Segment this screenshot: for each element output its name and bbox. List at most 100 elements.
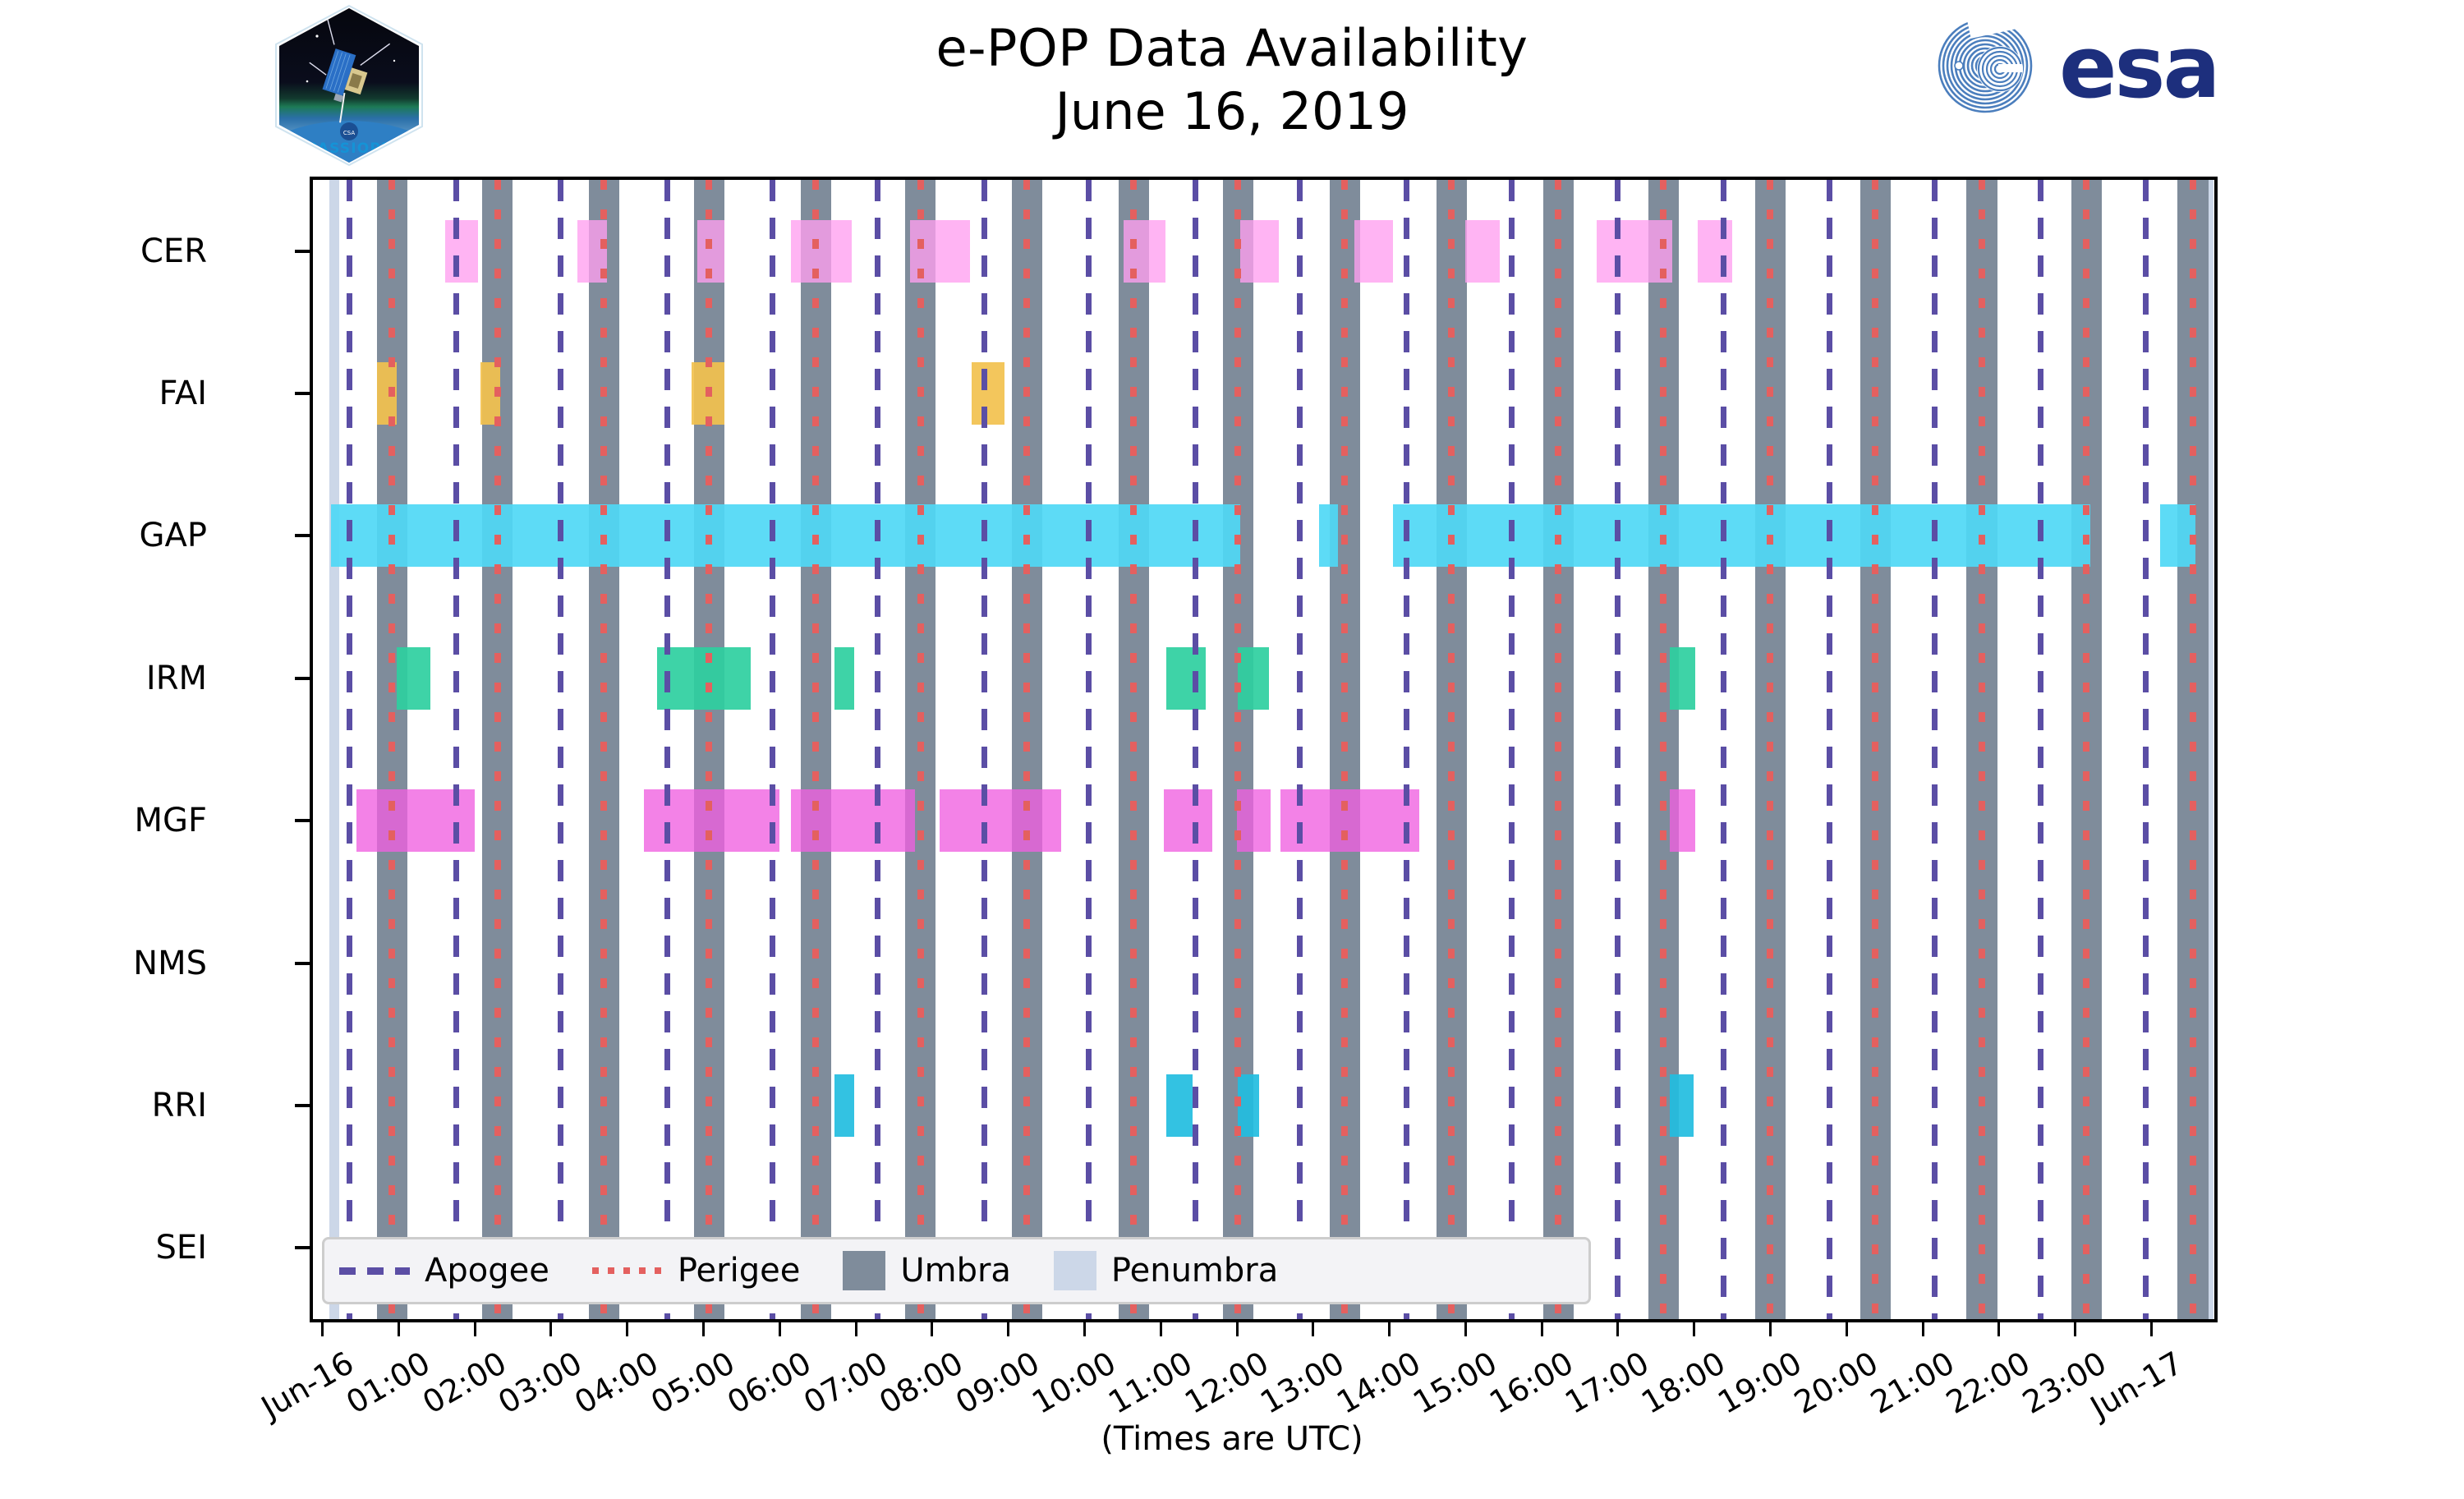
- svg-text:esa: esa: [2059, 17, 2218, 117]
- legend-label-perigee: Perigee: [677, 1252, 801, 1290]
- apogee-line-icon: [339, 1267, 410, 1275]
- data-bar-mgf[interactable]: [790, 789, 915, 853]
- apogee-line: [981, 180, 987, 1319]
- x-tick-mark: [1007, 1322, 1010, 1336]
- legend-item-apogee[interactable]: Apogee: [339, 1252, 549, 1290]
- y-tick-label-gap: GAP: [139, 517, 207, 555]
- data-bar-cer[interactable]: [790, 219, 852, 283]
- apogee-line: [2038, 180, 2044, 1319]
- apogee-line: [346, 180, 352, 1319]
- perigee-line: [706, 180, 713, 1319]
- data-bar-gap[interactable]: [1392, 504, 2090, 568]
- y-tick-mark: [295, 392, 310, 396]
- data-bar-irm[interactable]: [1669, 646, 1696, 710]
- y-tick-mark: [295, 1103, 310, 1107]
- data-bar-cer[interactable]: [1697, 219, 1732, 283]
- data-bar-gap[interactable]: [1318, 504, 1338, 568]
- data-bar-mgf[interactable]: [939, 789, 1062, 853]
- x-tick-mark: [2149, 1322, 2153, 1336]
- data-bar-cer[interactable]: [1240, 219, 1279, 283]
- x-tick-mark: [1388, 1322, 1391, 1336]
- data-bar-rri[interactable]: [1238, 1074, 1260, 1137]
- apogee-line: [1931, 180, 1938, 1319]
- perigee-line: [1872, 180, 1879, 1319]
- apogee-line: [664, 180, 670, 1319]
- apogee-line: [1720, 180, 1726, 1319]
- data-bar-cer[interactable]: [1596, 219, 1673, 283]
- data-bar-mgf[interactable]: [1280, 789, 1420, 853]
- x-tick-mark: [473, 1322, 476, 1336]
- perigee-line: [917, 180, 924, 1319]
- apogee-line: [874, 180, 880, 1319]
- data-bar-mgf[interactable]: [1669, 789, 1696, 853]
- x-tick-mark: [1997, 1322, 2001, 1336]
- perigee-line: [1130, 180, 1138, 1319]
- perigee-line: [1341, 180, 1349, 1319]
- y-tick-mark: [295, 676, 310, 680]
- y-tick-label-cer: CER: [140, 232, 207, 270]
- perigee-line: [600, 180, 608, 1319]
- perigee-line: [2190, 180, 2197, 1319]
- apogee-line: [1827, 180, 1833, 1319]
- x-tick-mark: [1312, 1322, 1315, 1336]
- page-header: CSA CASSIOPE e-POP Data Availability Jun…: [0, 0, 2464, 168]
- x-tick-mark: [702, 1322, 706, 1336]
- x-tick-mark: [854, 1322, 857, 1336]
- legend-label-penumbra: Penumbra: [1110, 1252, 1279, 1290]
- esa-logo: esa: [1934, 15, 2304, 117]
- perigee-line: [1767, 180, 1774, 1319]
- perigee-line: [812, 180, 820, 1319]
- data-bar-rri[interactable]: [834, 1074, 854, 1137]
- x-tick-mark: [549, 1322, 553, 1336]
- x-tick-mark: [1769, 1322, 1772, 1336]
- legend-item-penumbra[interactable]: Penumbra: [1053, 1251, 1279, 1290]
- data-bar-cer[interactable]: [445, 219, 479, 283]
- perigee-line: [1660, 180, 1667, 1319]
- perigee-line: [1555, 180, 1562, 1319]
- perigee-line: [1979, 180, 1985, 1319]
- apogee-line: [1192, 180, 1198, 1319]
- data-bar-mgf[interactable]: [1236, 789, 1271, 853]
- x-tick-mark: [1159, 1322, 1162, 1336]
- data-bar-irm[interactable]: [834, 646, 854, 710]
- data-bar-fai[interactable]: [971, 362, 1004, 425]
- apogee-line: [1085, 180, 1092, 1319]
- apogee-line: [1615, 180, 1621, 1319]
- apogee-line: [1296, 180, 1303, 1319]
- penumbra-swatch-icon: [1053, 1251, 1096, 1290]
- y-tick-label-sei: SEI: [155, 1229, 207, 1267]
- apogee-line: [769, 180, 775, 1319]
- legend-label-apogee: Apogee: [425, 1252, 549, 1290]
- x-tick-mark: [1616, 1322, 1620, 1336]
- perigee-line: [1448, 180, 1455, 1319]
- data-bar-gap[interactable]: [331, 504, 1241, 568]
- y-tick-mark: [295, 249, 310, 253]
- title-line-1: e-POP Data Availability: [935, 18, 1529, 78]
- data-bar-mgf[interactable]: [1164, 789, 1212, 853]
- y-tick-mark: [295, 1246, 310, 1250]
- legend-item-umbra[interactable]: Umbra: [843, 1251, 1011, 1290]
- data-bar-cer[interactable]: [1464, 219, 1500, 283]
- legend-item-perigee[interactable]: Perigee: [591, 1252, 801, 1290]
- data-bar-rri[interactable]: [1669, 1074, 1694, 1137]
- x-tick-mark: [778, 1322, 781, 1336]
- data-bar-rri[interactable]: [1166, 1074, 1193, 1137]
- x-tick-mark: [321, 1322, 324, 1336]
- svg-text:CSA: CSA: [343, 130, 355, 136]
- apogee-line: [1403, 180, 1409, 1319]
- x-tick-mark: [626, 1322, 629, 1336]
- x-axis-caption: (Times are UTC): [1101, 1420, 1363, 1458]
- data-bar-irm[interactable]: [1166, 646, 1207, 710]
- y-tick-mark: [295, 534, 310, 538]
- y-tick-mark: [295, 961, 310, 965]
- data-bar-irm[interactable]: [397, 646, 430, 710]
- x-tick-mark: [1921, 1322, 1924, 1336]
- y-tick-label-nms: NMS: [133, 944, 207, 982]
- y-tick-mark: [295, 819, 310, 823]
- data-bar-irm[interactable]: [1238, 646, 1269, 710]
- data-bar-cer[interactable]: [1354, 219, 1393, 283]
- page-title: e-POP Data Availability June 16, 2019: [575, 16, 1889, 143]
- data-bar-gap[interactable]: [2160, 504, 2195, 568]
- apogee-line: [453, 180, 459, 1319]
- data-bar-irm[interactable]: [657, 646, 751, 710]
